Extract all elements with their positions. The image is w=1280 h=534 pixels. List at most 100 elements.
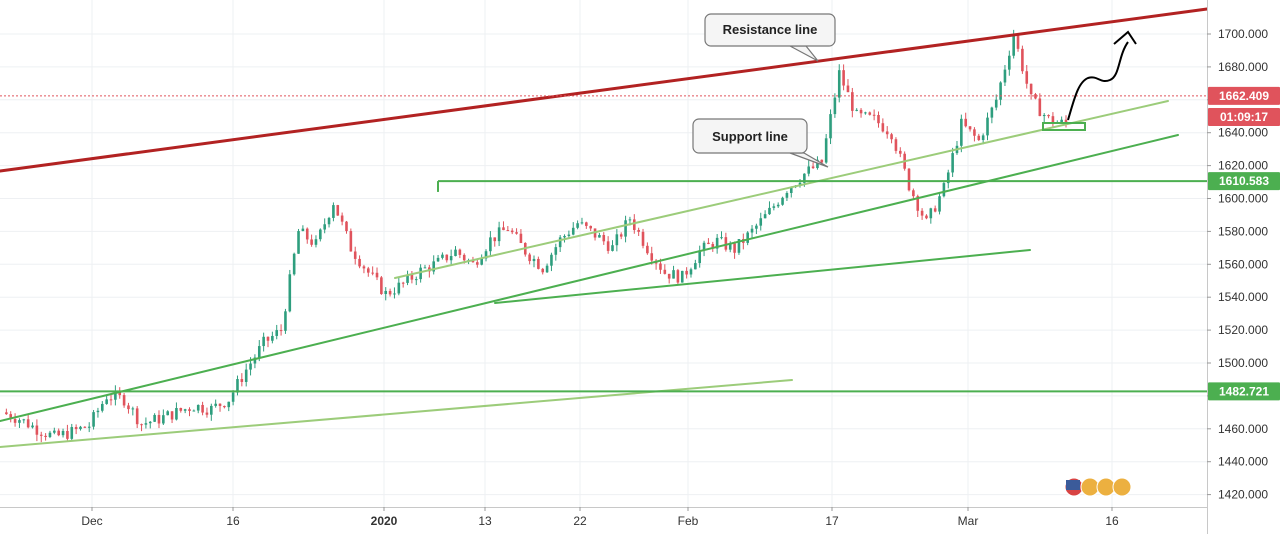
candle-up [131, 408, 135, 410]
candle-down [502, 227, 505, 231]
candle-up [558, 237, 562, 248]
candle-down [916, 196, 920, 211]
candle-up [833, 97, 837, 115]
price-tick-label: 1700.000 [1218, 27, 1268, 41]
price-tick-label: 1420.000 [1218, 488, 1268, 502]
candle-up [327, 217, 331, 225]
candle-up [87, 426, 91, 428]
candle-up [942, 183, 946, 197]
candle-down [711, 244, 715, 249]
candle-down [135, 408, 139, 425]
candle-down [218, 403, 222, 406]
candle-up [393, 293, 396, 295]
price-tag-text: 1482.721 [1219, 384, 1269, 398]
candle-up [100, 403, 104, 411]
candle-down [375, 272, 379, 278]
candle-up [1008, 55, 1011, 70]
candle-down [667, 273, 671, 279]
candle-up [319, 229, 322, 240]
candle-down [462, 254, 466, 261]
price-tag-bg [1208, 382, 1280, 401]
candle-up [183, 409, 187, 411]
candle-up [624, 220, 627, 237]
candle-down [401, 282, 405, 284]
candle-up [938, 196, 941, 212]
candle-down [851, 92, 854, 111]
candle-up [960, 118, 963, 146]
candle-up [837, 70, 841, 98]
price-tick-label: 1560.000 [1218, 257, 1268, 271]
time-tick-label: 2020 [371, 514, 398, 528]
candle-down [842, 70, 845, 86]
candle-down [619, 234, 623, 237]
time-tick-label: 13 [478, 514, 492, 528]
candle-up [284, 311, 287, 331]
price-tag-level1: 1610.583 [1208, 172, 1280, 191]
candle-down [349, 231, 353, 252]
candle-down [366, 268, 370, 273]
candle-down [1064, 119, 1068, 124]
candle-up [253, 357, 257, 364]
candle-up [18, 420, 21, 423]
candle-down [632, 219, 636, 230]
candle-up [720, 237, 723, 239]
candle-down [476, 262, 479, 265]
candle-up [563, 235, 566, 238]
candle-up [275, 330, 279, 336]
candle-up [114, 391, 117, 400]
logo-circle [1096, 477, 1116, 497]
candle-up [746, 232, 749, 243]
candle-up [244, 369, 248, 382]
candle-down [66, 430, 69, 439]
price-tag-bg [1208, 108, 1280, 126]
price-tag-bg [1208, 172, 1280, 191]
resistance-line [0, 7, 1209, 173]
candle-down [920, 210, 924, 216]
candle-down [925, 215, 928, 219]
candle-up [929, 208, 933, 219]
candle-down [118, 391, 122, 396]
candle-down [663, 269, 667, 274]
candle-down [646, 245, 649, 254]
callout-resistance: Resistance line [704, 13, 836, 62]
candle-down [973, 129, 976, 136]
price-tick-label: 1460.000 [1218, 422, 1268, 436]
price-tick-label: 1440.000 [1218, 455, 1268, 469]
candle-up [864, 112, 867, 114]
candle-up [423, 267, 427, 269]
candle-up [144, 423, 148, 425]
candle-up [702, 242, 706, 251]
grid [0, 0, 1207, 507]
candle-down [659, 263, 662, 270]
candle-up [728, 243, 732, 250]
candle-down [877, 114, 880, 124]
candle-up [414, 279, 418, 281]
candle-down [1021, 48, 1024, 72]
candle-down [388, 290, 392, 295]
candle-up [689, 269, 693, 275]
candle-down [140, 424, 143, 426]
candle-up [598, 235, 601, 238]
candle-down [977, 135, 981, 141]
candle-down [458, 249, 462, 255]
candle-down [5, 412, 8, 415]
price-axis[interactable]: 1700.0001680.0001660.0001640.0001620.000… [1207, 0, 1280, 534]
candle-up [48, 432, 52, 438]
time-axis[interactable]: Dec 16 2020 13 22 Feb 17 Mar 16 [0, 507, 1207, 528]
candle-up [698, 250, 702, 264]
candle-down [676, 270, 680, 283]
candle-up [829, 114, 832, 139]
forecast-arrow-head [1113, 30, 1137, 45]
candle-up [249, 363, 252, 370]
candle-up [192, 410, 196, 412]
candle-down [537, 258, 540, 269]
candle-down [157, 414, 161, 424]
price-tag-text: 01:09:17 [1220, 110, 1268, 124]
candle-up [776, 204, 780, 207]
candle-down [345, 221, 348, 232]
candle-up [61, 430, 65, 436]
support-line-upper [394, 100, 1169, 279]
candle-up [454, 249, 457, 257]
candle-down [510, 230, 514, 233]
